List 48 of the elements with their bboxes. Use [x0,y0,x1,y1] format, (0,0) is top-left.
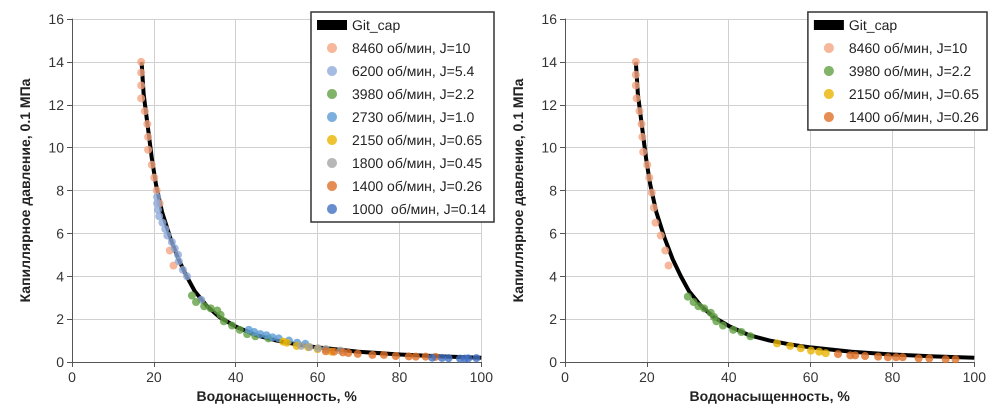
legend-label: 2150 об/мин, J=0.65 [352,132,482,148]
y-tick-label: 2 [56,311,64,328]
y-tick-label: 10 [48,140,64,156]
y-tick-label: 10 [541,140,558,156]
y-tick-label: 2 [549,311,558,328]
y-tick-label: 6 [56,225,64,242]
x-axis-title: Водонасыщенность, % [690,388,850,404]
y-axis-title: Капиллярное давление, 0.1 МПа [17,78,33,302]
y-tick-label: 8 [56,182,64,198]
y-axis-title: Капиллярное давление, 0.1 МПа [510,78,526,302]
legend-label: 1400 об/мин, J=0.26 [352,178,482,194]
legend-label: 1000 об/мин, J=0.14 [352,201,486,217]
y-tick-label: 0 [56,354,64,370]
y-tick-label: 16 [48,11,64,27]
legend-label: 3980 об/мин, J=2.2 [352,86,475,102]
x-tick-label: 80 [392,369,408,385]
x-tick-label: 40 [720,369,737,385]
legend-label: 8460 об/мин, J=10 [352,40,471,56]
x-tick-label: 80 [884,369,900,385]
legend-label: 3980 об/мин, J=2.2 [848,63,972,79]
y-tick-label: 0 [549,354,558,370]
legend-label: 2730 об/мин, J=1.0 [352,109,475,125]
x-axis-title: Водонасыщенность, % [196,388,358,404]
y-tick-label: 8 [549,182,558,198]
x-tick-label: 20 [146,369,162,385]
legend-label: 8460 об/мин, J=10 [848,40,968,56]
legend-label: 1800 об/мин, J=0.45 [352,155,482,171]
legend-label: 6200 об/мин, J=5.4 [352,63,475,79]
legend-label: Git_cap [352,17,400,33]
legend-label: Git_cap [848,17,898,33]
y-tick-label: 12 [541,96,558,113]
x-tick-label: 40 [228,369,244,385]
x-tick-label: 60 [802,369,819,385]
y-tick-label: 4 [56,268,64,284]
y-tick-label: 6 [549,225,558,242]
x-tick-label: 100 [962,369,986,385]
legend-label: 1400 об/мин, J=0.26 [848,109,980,125]
x-tick-label: 0 [68,369,76,385]
x-tick-label: 60 [310,369,326,385]
y-tick-label: 14 [541,54,558,70]
x-tick-label: 0 [561,369,570,385]
x-tick-label: 100 [470,369,494,385]
y-tick-label: 14 [48,54,64,70]
y-tick-label: 16 [541,11,558,27]
x-tick-label: 20 [639,369,655,385]
y-tick-label: 12 [48,96,64,113]
y-tick-label: 4 [549,268,558,284]
legend-label: 2150 об/мин, J=0.65 [848,86,980,102]
